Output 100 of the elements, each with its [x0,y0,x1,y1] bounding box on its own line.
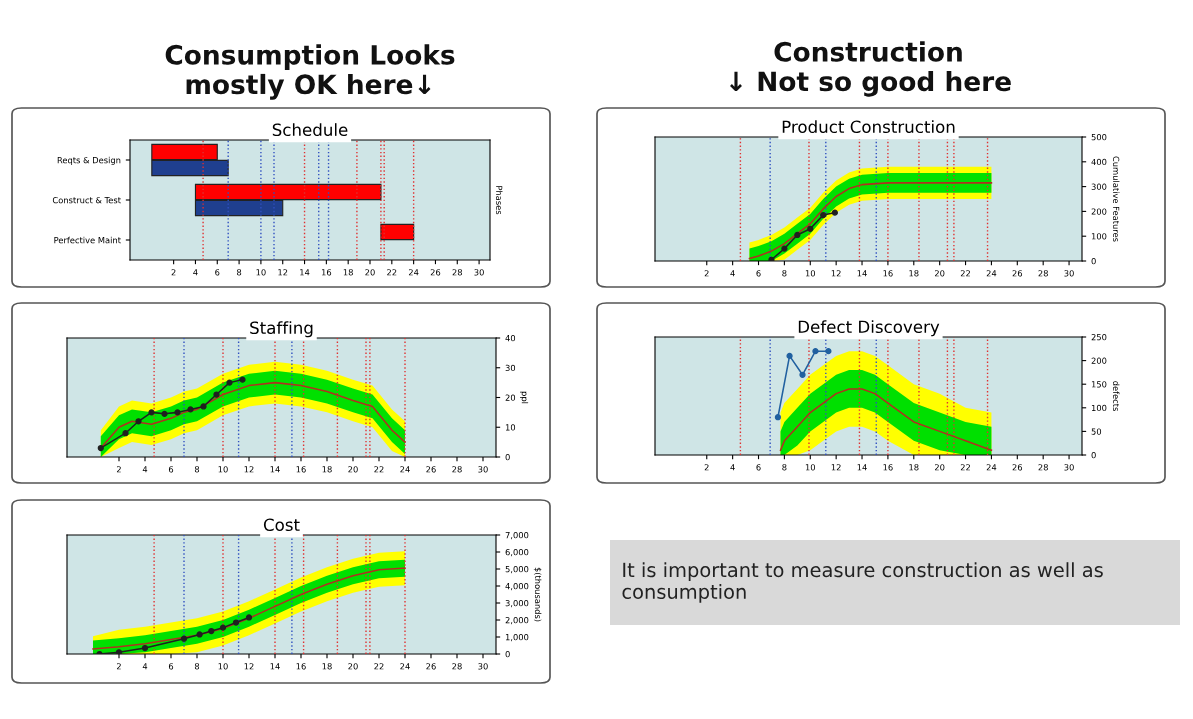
x-tick-label: 6 [215,269,220,276]
x-tick-label: 28 [452,269,462,276]
x-tick-label: 6 [756,464,761,471]
chart-title: Staffing [250,321,313,338]
y-axis-title: Cumulative Features [1112,156,1120,242]
y-axis-title: ppl [520,391,529,404]
x-tick-label: 12 [244,663,254,670]
x-tick-label: 24 [408,269,419,276]
x-tick-label: 14 [300,269,310,276]
x-tick-label: 18 [322,466,332,473]
x-tick-label: 4 [730,270,735,277]
y-tick-label: Perfective Maint [54,236,121,244]
x-tick-label: 28 [1038,270,1048,277]
y-tick-label: 150 [1091,381,1107,388]
x-tick-label: 8 [782,270,787,277]
x-tick-label: 2 [116,466,121,473]
y-tick-label: 0 [1091,257,1096,265]
point [200,403,207,410]
x-tick-label: 14 [270,466,280,473]
x-tick-label: 20 [365,269,375,276]
y-tick-label: 40 [505,334,516,342]
x-tick-label: 8 [194,466,200,473]
y-tick-label: 100 [1091,404,1107,412]
x-tick-label: 30 [478,663,488,670]
x-tick-label: 16 [296,663,306,670]
x-tick-label: 20 [934,270,945,277]
x-tick-label: 16 [296,466,306,473]
point [196,631,203,638]
y-tick-label: 0 [505,650,510,658]
x-tick-label: 30 [1064,270,1074,277]
x-tick-label: 26 [1012,270,1023,277]
y-tick-label: 5,000 [505,565,529,574]
point [774,414,782,421]
x-tick-label: 6 [756,270,761,277]
y-axis-title: $(thousands) [533,567,542,622]
y-tick-label: 4,000 [505,582,529,591]
point [208,627,215,635]
x-tick-label: 24 [986,270,997,277]
y-tick-label: 0 [1091,451,1096,459]
x-tick-label: 10 [218,663,228,670]
x-tick-label: 4 [193,269,198,276]
y-axis-title: defects [1112,381,1120,411]
x-tick-label: 26 [430,269,441,276]
point [245,614,253,621]
x-tick-label: 10 [805,270,816,277]
point [161,410,168,417]
point [213,391,220,398]
x-tick-label: 12 [278,269,288,276]
x-tick-label: 16 [321,269,332,276]
y-tick-label: 30 [505,364,516,372]
x-tick-label: 14 [857,270,867,277]
x-tick-label: 6 [168,663,174,670]
y-tick-label: 200 [1091,357,1107,364]
x-tick-label: 20 [348,466,358,473]
y-tick-label: 1,000 [505,633,529,642]
x-tick-label: 18 [909,270,919,277]
x-tick-label: 22 [387,269,397,276]
x-tick-label: 20 [348,663,358,670]
x-tick-label: 18 [343,269,353,276]
point [141,644,149,652]
x-tick-label: 12 [244,466,254,473]
x-tick-label: 20 [934,464,945,471]
x-tick-label: 2 [171,269,176,276]
x-tick-label: 8 [237,269,242,276]
y-tick-label: 7,000 [505,531,529,540]
x-tick-label: 14 [270,663,280,670]
y-tick-label: 2,000 [505,616,529,625]
x-tick-label: 28 [1038,464,1048,471]
point [786,352,793,360]
x-tick-label: 26 [426,663,436,670]
point [799,371,806,378]
text: Construction ↓ Not so good here [730,41,1011,97]
x-tick-label: 2 [704,270,709,277]
point [180,635,188,642]
x-tick-label: 8 [194,663,200,670]
x-tick-label: 2 [704,464,709,471]
y-axis-title: Phases [496,186,503,215]
point [97,444,104,452]
y-tick-label: 0 [505,453,510,461]
x-tick-label: 24 [986,464,997,471]
y-tick-label: 400 [1091,158,1107,166]
point [812,348,819,355]
x-tick-label: 22 [960,464,971,471]
bar [380,223,415,241]
chart-title: Product Construction [782,120,955,134]
x-tick-label: 28 [452,663,462,670]
x-tick-label: 12 [831,464,841,471]
x-tick-label: 22 [374,663,384,670]
x-tick-label: 22 [374,466,384,473]
y-tick-label: 3,000 [505,599,529,608]
y-tick-label: 50 [1091,428,1102,435]
text: It is important to measure construction as well as consumption [622,562,1103,603]
x-tick-label: 18 [909,464,919,471]
x-tick-label: 10 [218,466,228,473]
y-tick-label: Reqts & Design [57,156,121,165]
x-tick-label: 6 [168,466,174,473]
x-tick-label: 18 [322,663,332,670]
point [781,245,788,252]
x-tick-label: 4 [730,464,735,471]
y-tick-label: 300 [1091,183,1107,190]
